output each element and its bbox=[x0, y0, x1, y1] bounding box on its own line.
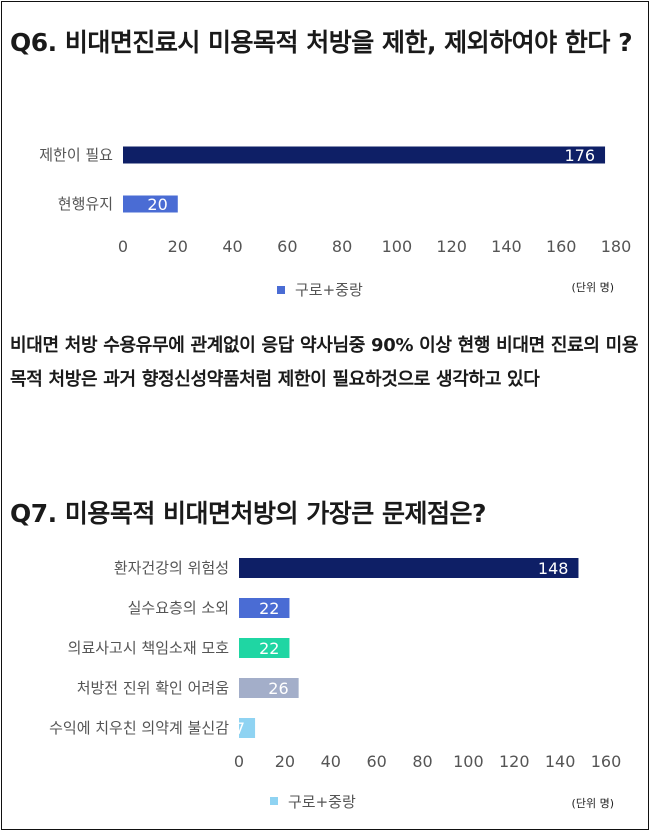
q7-category-label: 환자건강의 위험성 bbox=[114, 559, 229, 577]
q6-bars: 제한이 필요 176 현행유지 20 bbox=[39, 146, 606, 214]
q6-bar bbox=[123, 146, 606, 164]
q7-bar bbox=[239, 558, 579, 578]
q6-category-label: 현행유지 bbox=[58, 195, 113, 213]
q6-tick-label: 0 bbox=[118, 237, 128, 256]
q7-bar-chart: 환자건강의 위험성 148 실수요층의 소외 22 의료사고시 책임소재 모호 22 처방전… bbox=[49, 558, 621, 811]
q7-bar bbox=[239, 598, 290, 618]
q6-tick-label: 160 bbox=[546, 237, 577, 256]
q6-summary-text: 비대면 처방 수용유무에 관계없이 응답 약사님중 90% 이상 현행 비대면 … bbox=[10, 335, 639, 390]
q7-tick-label: 20 bbox=[275, 752, 295, 771]
q7-tick-label: 80 bbox=[412, 752, 432, 771]
q6-unit-label: (단위 명) bbox=[572, 281, 614, 294]
q6-tick-label: 60 bbox=[277, 237, 297, 256]
q7-bar bbox=[239, 718, 256, 738]
q6-legend-swatch bbox=[277, 286, 285, 294]
q7-title: Q7. 미용목적 비대면처방의 가장큰 문제점은? bbox=[10, 499, 486, 528]
q7-data-label: 148 bbox=[538, 559, 569, 578]
q7-tick-label: 120 bbox=[499, 752, 530, 771]
q7-data-label: 7 bbox=[235, 719, 245, 738]
q7-bars: 환자건강의 위험성 148 실수요층의 소외 22 의료사고시 책임소재 모호 22 처방전… bbox=[49, 558, 579, 738]
q6-tick-label: 140 bbox=[491, 237, 522, 256]
q7-category-label: 실수요층의 소외 bbox=[128, 599, 229, 617]
q7-x-axis: 0 20 40 60 80 100 120 140 160 bbox=[234, 752, 621, 771]
q6-tick-label: 180 bbox=[601, 237, 632, 256]
q6-tick-label: 120 bbox=[436, 237, 467, 256]
q7-category-label: 수익에 치우친 의약계 불신감 bbox=[49, 719, 229, 737]
q6-legend-label: 구로+중랑 bbox=[295, 281, 363, 299]
q6-tick-label: 40 bbox=[222, 237, 242, 256]
q6-tick-label: 100 bbox=[382, 237, 413, 256]
q6-tick-label: 20 bbox=[168, 237, 188, 256]
q6-x-axis: 0 20 40 60 80 100 120 140 160 180 bbox=[118, 237, 631, 256]
q7-bar bbox=[239, 638, 290, 658]
q6-title: Q6. 비대면진료시 미용목적 처방을 제한, 제외하여야 한다 ? bbox=[10, 28, 633, 57]
q7-category-label: 의료사고시 책임소재 모호 bbox=[68, 639, 230, 657]
q6-data-label: 176 bbox=[564, 146, 595, 165]
q7-data-label: 22 bbox=[259, 639, 279, 658]
q7-legend-label: 구로+중랑 bbox=[288, 793, 356, 811]
q6-category-label: 제한이 필요 bbox=[39, 146, 113, 164]
q7-tick-label: 60 bbox=[366, 752, 386, 771]
q7-tick-label: 0 bbox=[234, 752, 244, 771]
q7-tick-label: 160 bbox=[591, 752, 622, 771]
q7-legend-swatch bbox=[270, 797, 278, 805]
q6-tick-label: 80 bbox=[332, 237, 352, 256]
q7-unit-label: (단위 명) bbox=[572, 797, 614, 810]
q7-tick-label: 140 bbox=[545, 752, 576, 771]
q7-tick-label: 100 bbox=[453, 752, 484, 771]
q7-category-label: 처방전 진위 확인 어려움 bbox=[77, 679, 229, 697]
q7-data-label: 22 bbox=[259, 599, 279, 618]
q6-bar bbox=[123, 195, 178, 213]
q6-bar-chart: 제한이 필요 176 현행유지 20 0 20 40 60 80 100 120 140 160 180… bbox=[39, 146, 631, 299]
q7-data-label: 26 bbox=[268, 679, 288, 698]
q6-data-label: 20 bbox=[147, 195, 167, 214]
q7-tick-label: 40 bbox=[321, 752, 341, 771]
q7-bar bbox=[239, 678, 299, 698]
